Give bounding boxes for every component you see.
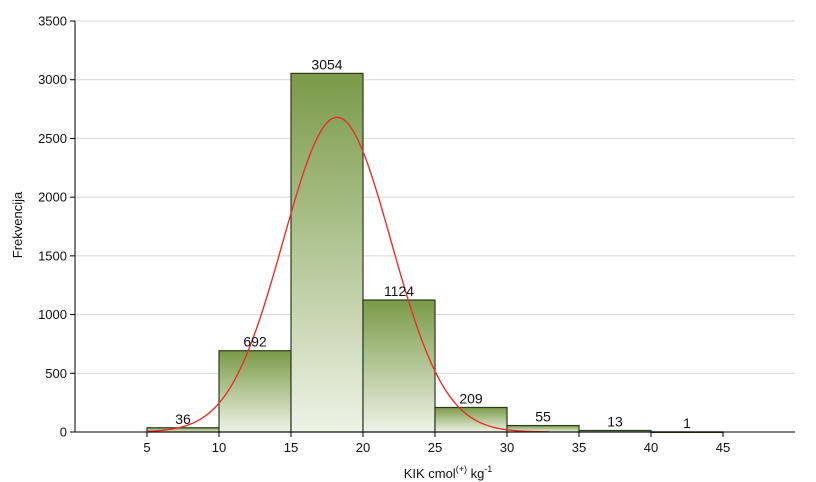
histogram-bar <box>218 350 292 433</box>
bar-value-label: 209 <box>459 390 483 406</box>
bar-value-label: 55 <box>535 409 551 425</box>
y-tick-label: 3500 <box>38 14 67 29</box>
x-tick-label: 40 <box>644 440 658 455</box>
y-tick-label: 500 <box>45 366 67 381</box>
x-tick-label: 20 <box>356 440 370 455</box>
x-axis-title-sup2: -1 <box>484 464 492 474</box>
y-tick-label: 2500 <box>38 131 67 146</box>
x-tick-label: 35 <box>572 440 586 455</box>
histogram-bar <box>290 72 364 433</box>
x-tick-label: 30 <box>500 440 514 455</box>
y-tick-label: 2000 <box>38 190 67 205</box>
y-tick-label: 3000 <box>38 72 67 87</box>
x-tick-label: 10 <box>212 440 226 455</box>
x-tick-label: 25 <box>428 440 442 455</box>
x-axis-title-sup1: (+) <box>456 464 467 474</box>
x-axis-title-mid: kg <box>467 466 484 481</box>
bar-value-label: 1 <box>683 415 691 431</box>
x-tick-label: 45 <box>716 440 730 455</box>
bar-value-label: 3054 <box>311 56 342 72</box>
y-tick-label: 0 <box>60 425 67 440</box>
y-tick-label: 1000 <box>38 307 67 322</box>
histogram-bar <box>362 299 436 433</box>
data-labels: 36 692 3054 1124 209 55 13 1 <box>175 56 691 431</box>
axes <box>70 20 795 437</box>
x-axis-title-main: KIK cmol <box>404 466 456 481</box>
grid-lines <box>75 20 795 374</box>
x-tick-label: 5 <box>143 440 150 455</box>
bar-value-label: 1124 <box>384 283 414 299</box>
fit-curve-line <box>146 116 549 433</box>
y-axis-title: Frekvencija <box>10 191 25 258</box>
bars <box>146 72 724 433</box>
x-axis-title: KIK cmol(+) kg-1 <box>404 464 493 481</box>
bar-value-label: 36 <box>175 411 191 427</box>
x-tick-label: 15 <box>284 440 298 455</box>
bar-value-label: 13 <box>607 413 623 429</box>
normal-curve <box>146 116 549 433</box>
tick-labels: 0 500 1000 1500 2000 2500 3000 3500 5 10 15 20 25 30 3… <box>38 14 730 456</box>
y-tick-label: 1500 <box>38 248 67 263</box>
bar-value-label: 692 <box>243 334 267 350</box>
